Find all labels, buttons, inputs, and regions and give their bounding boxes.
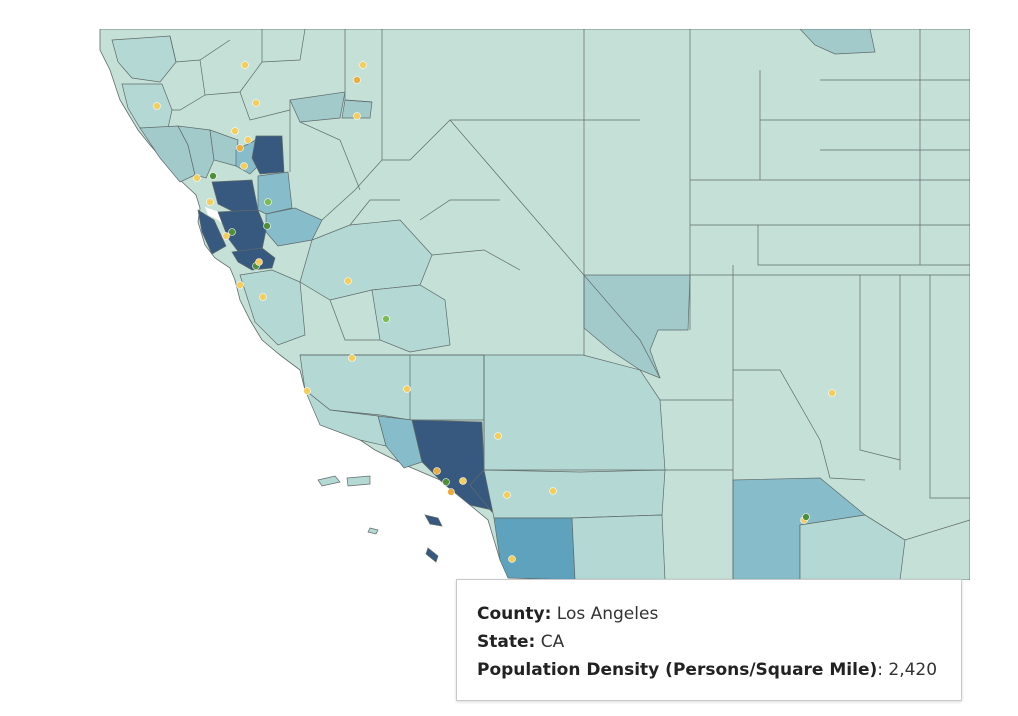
county-washoe[interactable] — [799, 29, 876, 55]
county-placer[interactable] — [289, 91, 346, 123]
island-small — [367, 527, 379, 535]
marker[interactable] — [353, 112, 361, 120]
marker[interactable] — [549, 487, 557, 495]
island-catalina — [424, 514, 443, 527]
marker[interactable] — [255, 258, 263, 266]
island-san-clemente — [425, 547, 439, 563]
marker[interactable] — [353, 76, 361, 84]
marker[interactable] — [222, 232, 230, 240]
marker[interactable] — [433, 467, 441, 475]
density-separator: : — [877, 660, 883, 680]
marker[interactable] — [348, 354, 356, 362]
marker[interactable] — [231, 127, 239, 135]
island-santa-cruz — [317, 475, 341, 487]
marker[interactable] — [206, 198, 214, 206]
marker[interactable] — [240, 162, 248, 170]
marker[interactable] — [503, 491, 511, 499]
marker[interactable] — [228, 228, 236, 236]
marker[interactable] — [459, 477, 467, 485]
density-value: 2,420 — [888, 660, 938, 680]
county-clark-nv[interactable] — [583, 274, 691, 379]
county-pinal[interactable] — [799, 514, 906, 580]
marker[interactable] — [303, 387, 311, 395]
marker[interactable] — [494, 432, 502, 440]
island-santa-rosa — [346, 475, 371, 487]
marker[interactable] — [241, 61, 249, 69]
county-boundaries — [169, 29, 970, 580]
place-markers — [153, 61, 836, 563]
marker[interactable] — [263, 222, 271, 230]
marker[interactable] — [359, 61, 367, 69]
county-san-diego[interactable] — [493, 517, 576, 580]
marker[interactable] — [802, 513, 810, 521]
county-sacramento[interactable] — [251, 135, 285, 175]
marker[interactable] — [236, 144, 244, 152]
marker[interactable] — [264, 198, 272, 206]
tooltip-county-row: County: Los Angeles — [477, 600, 961, 628]
county-tooltip: County: Los Angeles State: CA Population… — [456, 579, 962, 701]
marker[interactable] — [828, 389, 836, 397]
tooltip-state-row: State: CA — [477, 628, 961, 656]
county-san-mateo[interactable] — [197, 209, 227, 255]
marker[interactable] — [209, 172, 217, 180]
marker[interactable] — [252, 99, 260, 107]
county-san-bernardino[interactable] — [483, 354, 666, 471]
county-imperial[interactable] — [571, 514, 666, 580]
county-santa-clara[interactable] — [231, 247, 276, 271]
county-monterey[interactable] — [239, 269, 306, 346]
county-mendocino[interactable] — [121, 83, 173, 129]
tooltip-density-row: Population Density (Persons/Square Mile)… — [477, 656, 961, 684]
county-santa-barbara[interactable] — [304, 389, 387, 447]
marker[interactable] — [403, 385, 411, 393]
marker[interactable] — [244, 136, 252, 144]
map-canvas — [99, 29, 970, 580]
marker[interactable] — [344, 277, 352, 285]
marker[interactable] — [382, 315, 390, 323]
county-value: Los Angeles — [556, 604, 659, 624]
marker[interactable] — [508, 555, 516, 563]
marker[interactable] — [193, 174, 201, 182]
density-label: Population Density (Persons/Square Mile) — [477, 660, 878, 680]
state-value: CA — [540, 632, 565, 652]
marker[interactable] — [259, 293, 267, 301]
county-riverside[interactable] — [483, 469, 666, 519]
marker[interactable] — [442, 478, 450, 486]
county-contra-costa[interactable] — [257, 171, 293, 215]
marker[interactable] — [447, 488, 455, 496]
marker[interactable] — [153, 102, 161, 110]
marker[interactable] — [236, 281, 244, 289]
state-label: State: — [477, 632, 536, 652]
county-label: County: — [477, 604, 552, 624]
